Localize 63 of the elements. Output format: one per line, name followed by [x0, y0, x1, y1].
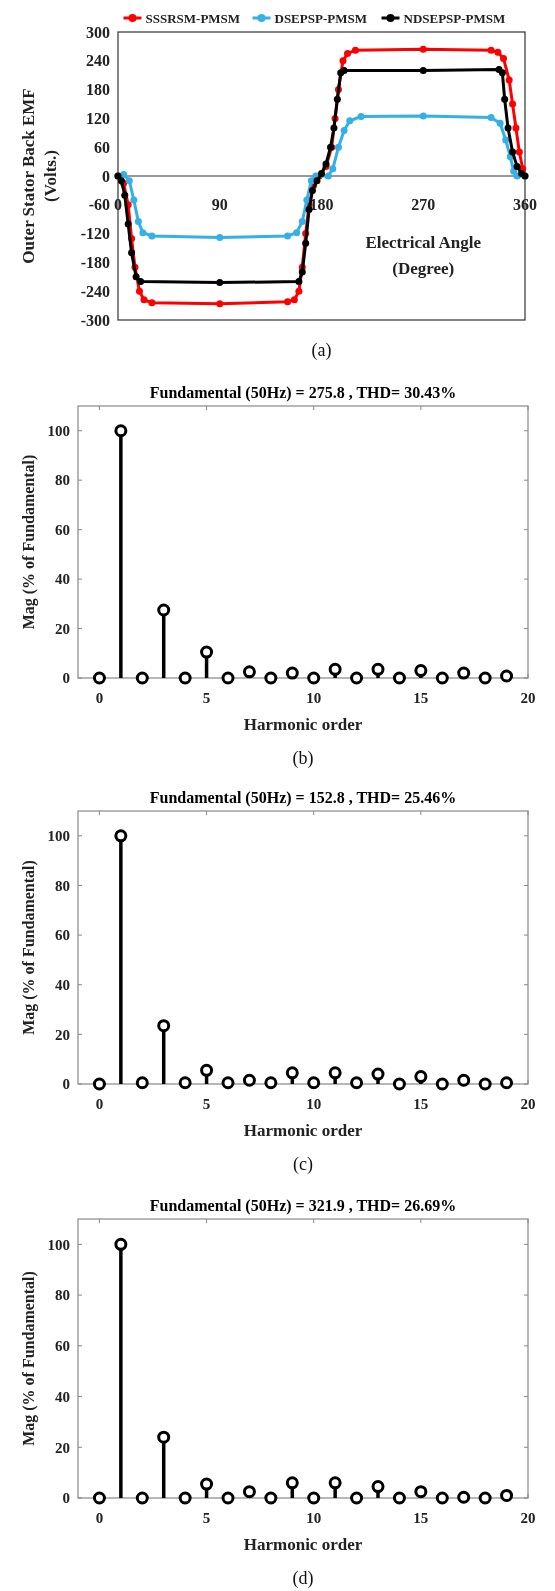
y-tick-label: 100 [47, 828, 70, 845]
x-tick-label: 20 [520, 690, 536, 707]
x-tick-label: 15 [413, 1510, 429, 1527]
legend-label: NDSEPSP-PMSM [403, 10, 506, 26]
x-tick-label: 5 [202, 1096, 211, 1113]
y-tick-label: 80 [55, 877, 70, 894]
x-tick-label: 15 [413, 690, 429, 707]
x-axis-title: Harmonic order [243, 1120, 363, 1140]
y-tick-label: 60 [55, 1338, 70, 1355]
text: (c) [293, 1154, 313, 1176]
x-axis-title: Electrical Angle (Degree) [365, 232, 482, 278]
legend-label: SSSRSM-PMSM [145, 10, 241, 26]
x-tick-label: 180 [309, 195, 334, 213]
y-tick-label: 40 [55, 571, 70, 588]
y-tick-label: -60 [88, 196, 110, 214]
y-tick-label: 20 [55, 620, 70, 637]
y-tick-label: 60 [55, 521, 70, 538]
y-tick-label: 120 [86, 110, 110, 127]
y-tick-label: 80 [55, 1287, 70, 1304]
text: (d) [292, 1568, 314, 1590]
y-tick-label: 0 [62, 1490, 70, 1507]
y-tick-label: 80 [55, 472, 70, 489]
y-tick-label: 40 [55, 1388, 70, 1405]
y-axis-title: Mag (% of Fundamental) [19, 860, 38, 1035]
y-tick-label: 240 [86, 52, 110, 70]
x-tick-label: 20 [520, 1096, 536, 1113]
x-tick-label: 10 [306, 690, 322, 707]
y-tick-label: -240 [80, 282, 110, 300]
y-tick-label: 0 [62, 670, 70, 687]
x-tick-label: 270 [411, 195, 436, 213]
y-tick-label: -300 [80, 311, 110, 329]
y-tick-label: 20 [55, 1026, 70, 1043]
x-tick-label: 10 [306, 1096, 322, 1113]
y-tick-label: 40 [55, 976, 70, 993]
chart-title: Fundamental (50Hz) = 275.8 , THD= 30.43% [149, 384, 457, 402]
x-axis-title: Harmonic order [243, 1534, 363, 1554]
text: (a) [311, 340, 332, 362]
x-axis-title: Harmonic order [243, 714, 363, 734]
chart-title: Fundamental (50Hz) = 321.9 , THD= 26.69% [149, 1197, 457, 1215]
y-tick-label: 100 [47, 422, 70, 439]
y-tick-label: 180 [86, 81, 110, 99]
y-tick-label: 300 [86, 23, 110, 41]
x-tick-label: 90 [211, 195, 228, 213]
y-axis-title: Mag (% of Fundamental) [19, 454, 38, 630]
chart-title: Fundamental (50Hz) = 152.8 , THD= 25.46% [149, 789, 457, 807]
y-tick-label: 100 [47, 1236, 70, 1253]
y-tick-label: 60 [55, 927, 70, 944]
y-tick-label: 0 [62, 1076, 70, 1093]
y-tick-label: -120 [80, 225, 110, 243]
text: (b) [292, 748, 314, 770]
y-tick-label: -180 [80, 254, 110, 271]
y-tick-label: 20 [55, 1439, 70, 1456]
x-tick-label: 5 [202, 690, 211, 707]
x-tick-label: 20 [520, 1510, 536, 1527]
y-tick-label: 60 [94, 138, 110, 156]
y-axis-title: Outer Stator Back EMF (Volts.) [18, 88, 60, 264]
y-tick-label: 0 [102, 167, 110, 185]
x-tick-label: 360 [513, 195, 537, 213]
y-axis-title: Mag (% of Fundamental) [19, 1271, 38, 1446]
x-tick-label: 15 [413, 1096, 429, 1113]
x-tick-label: 5 [202, 1510, 211, 1527]
x-tick-label: 10 [306, 1510, 322, 1527]
legend-label: DSEPSP-PMSM [274, 10, 367, 26]
